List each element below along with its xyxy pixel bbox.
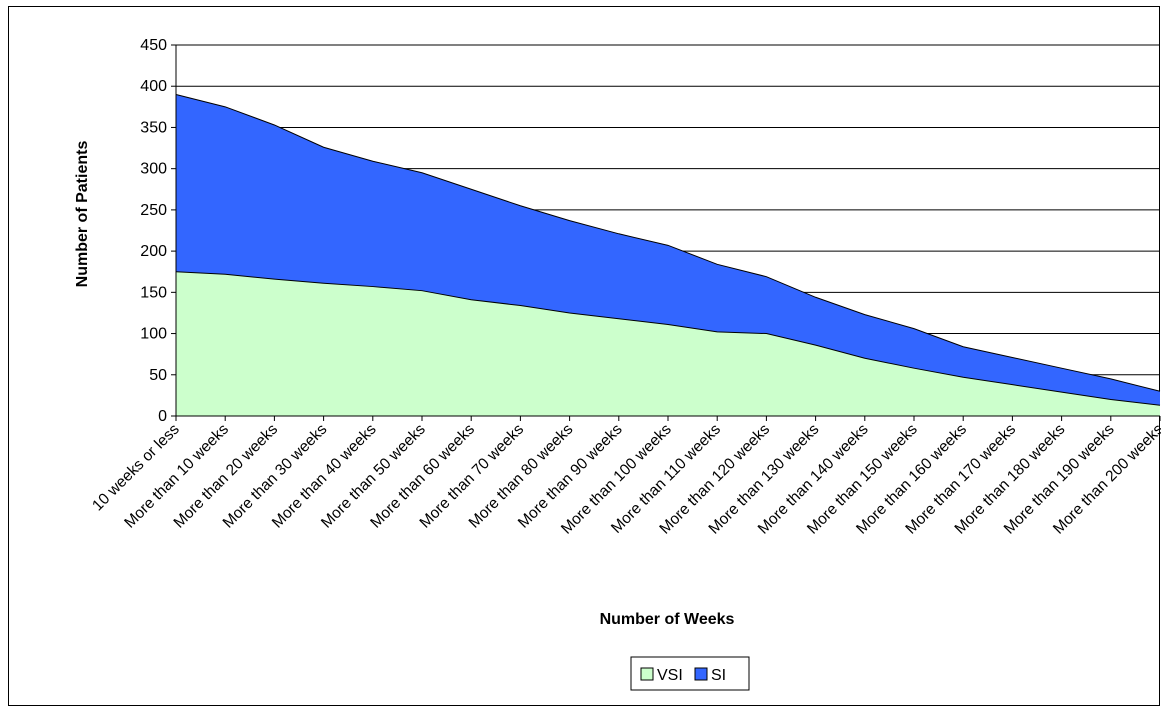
y-tick-label-400: 400 xyxy=(140,78,167,95)
y-tick-label-200: 200 xyxy=(140,243,167,260)
x-tick-label-0: 10 weeks or less xyxy=(89,421,183,515)
chart-frame: 0 50 100 150 200 250 300 350 400 450 10 weeks or … xyxy=(8,6,1161,706)
legend-swatch-vsi xyxy=(640,667,654,681)
y-tick-label-150: 150 xyxy=(140,284,167,301)
y-tick-label-100: 100 xyxy=(140,326,167,343)
area-chart: 0 50 100 150 200 250 300 350 400 450 10 weeks or … xyxy=(74,37,1161,691)
y-tick-label-50: 50 xyxy=(149,367,167,384)
axes xyxy=(171,44,1161,421)
y-tick-labels: 0 50 100 150 200 250 300 350 400 450 xyxy=(140,37,167,425)
y-tick-label-250: 250 xyxy=(140,202,167,219)
y-tick-label-450: 450 xyxy=(140,37,167,54)
legend-label-vsi: VSI xyxy=(657,667,683,684)
y-tick-label-300: 300 xyxy=(140,161,167,178)
legend-swatch-si xyxy=(694,667,708,681)
x-axis-title: Number of Weeks xyxy=(600,611,735,628)
series-area-vsi xyxy=(176,271,1160,416)
series-line-vsi xyxy=(175,271,1161,406)
y-tick-label-0: 0 xyxy=(158,408,167,425)
y-axis-title: Number of Patients xyxy=(74,141,91,288)
legend: VSI SI xyxy=(630,656,750,691)
plot-areas xyxy=(175,93,1161,416)
y-tick-label-350: 350 xyxy=(140,119,167,136)
series-line-si xyxy=(175,93,1161,392)
legend-label-si: SI xyxy=(711,667,726,684)
